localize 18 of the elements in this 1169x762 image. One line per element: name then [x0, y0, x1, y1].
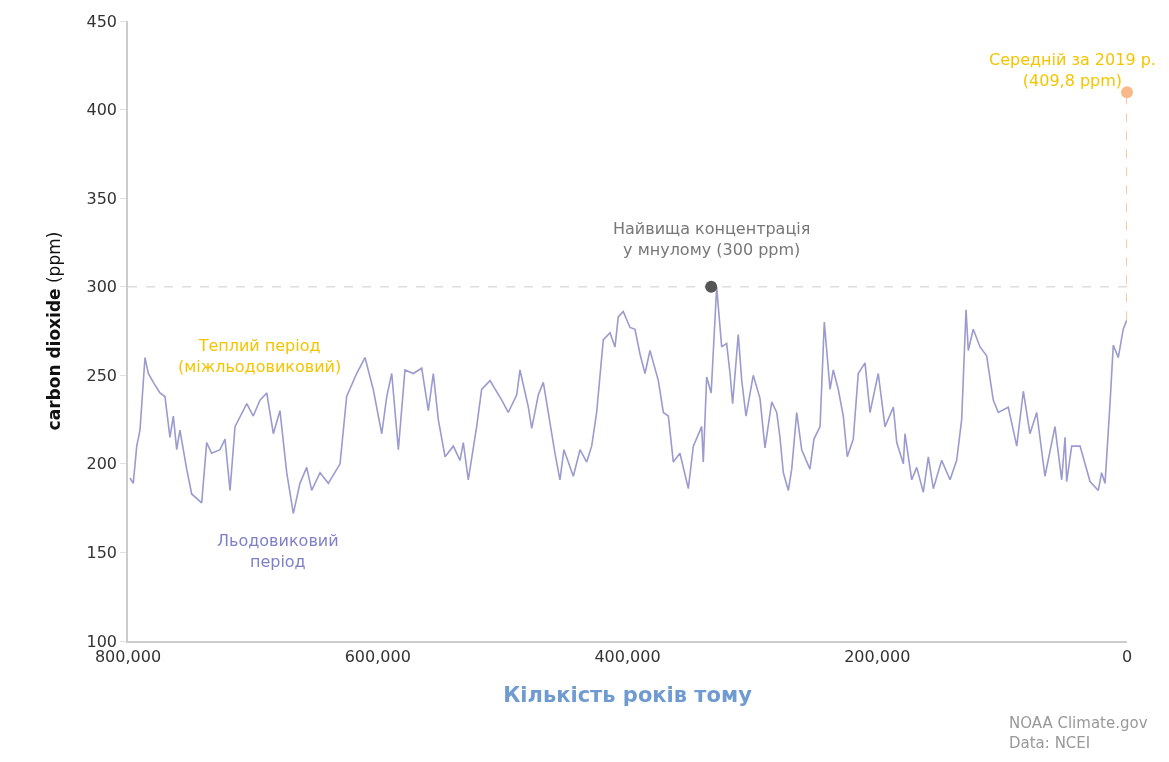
y-tick-label: 300 — [86, 277, 118, 297]
annotation: Теплий період (міжльодовиковий) — [178, 336, 342, 376]
annotation: Льодовиковий період — [217, 531, 339, 571]
text: NOAA Climate.gov Data: NCEI — [1009, 714, 1148, 752]
x-tick-label: 200,000 — [844, 646, 911, 666]
y-tick-label: 350 — [86, 188, 118, 208]
annotation: Середній за 2019 р. (409,8 ppm) — [989, 50, 1156, 90]
y-tick-label: 200 — [86, 454, 118, 474]
x-tick-label: 400,000 — [594, 646, 661, 666]
x-tick-label: 0 — [1121, 646, 1133, 666]
x-axis-title: Кількість років тому — [503, 682, 753, 707]
y-axis-title: carbon dioxide (ppm) — [43, 231, 64, 431]
annotation: Найвища концентрація у мнулому (300 ppm) — [613, 219, 811, 259]
y-tick-label: 450 — [86, 11, 118, 31]
y-tick-label: 400 — [86, 100, 118, 120]
y-tick-label: 150 — [86, 543, 118, 563]
x-tick-label: 600,000 — [344, 646, 411, 666]
y-tick-label: 250 — [86, 365, 118, 385]
